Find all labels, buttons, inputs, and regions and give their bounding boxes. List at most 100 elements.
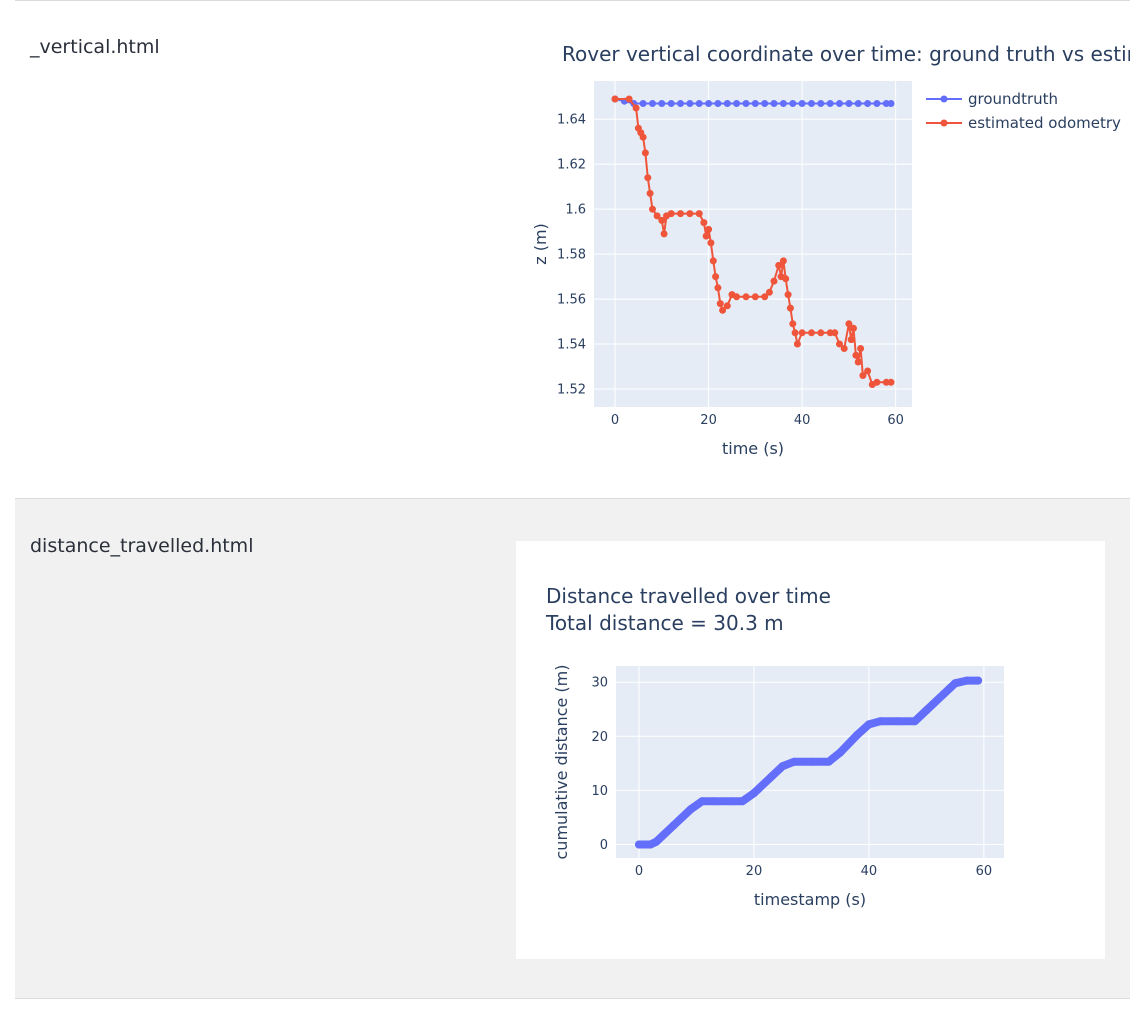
- data-point: [646, 189, 654, 197]
- data-point: [660, 230, 668, 238]
- x-tick-label: 0: [611, 413, 619, 428]
- data-point: [854, 100, 862, 107]
- data-point: [761, 100, 769, 107]
- row-distance: distance_travelled.html Distance travell…: [15, 498, 1130, 999]
- data-point: [686, 100, 694, 107]
- data-point: [779, 257, 787, 265]
- data-point: [707, 239, 715, 247]
- data-point: [677, 100, 684, 107]
- y-tick-label: 1.58: [557, 248, 586, 263]
- series-0: [611, 95, 895, 107]
- x-tick-label: 0: [635, 864, 643, 879]
- chart-subtitle: Total distance = 30.3 m: [545, 611, 784, 635]
- data-point: [817, 329, 825, 337]
- vertical-chart-container: Rover vertical coordinate over time: gro…: [516, 11, 1130, 481]
- y-tick-label: 0: [600, 838, 608, 853]
- data-point: [698, 797, 707, 806]
- x-tick-label: 20: [746, 864, 763, 879]
- distance-chart[interactable]: Distance travelled over time Total distan…: [516, 541, 1105, 959]
- data-point: [635, 840, 643, 849]
- data-point: [939, 690, 948, 699]
- legend-label: groundtruth: [968, 90, 1058, 108]
- data-point: [770, 277, 778, 285]
- data-point: [639, 100, 647, 107]
- data-point: [625, 95, 633, 103]
- data-point: [845, 100, 853, 107]
- data-point: [779, 100, 787, 107]
- x-tick-label: 40: [861, 864, 878, 879]
- data-point: [686, 805, 695, 814]
- vertical-chart[interactable]: Rover vertical coordinate over time: gro…: [516, 11, 1130, 481]
- data-point: [652, 837, 661, 846]
- data-point: [723, 100, 731, 107]
- data-point: [831, 329, 839, 337]
- series-1: [611, 95, 895, 388]
- data-point: [667, 100, 675, 107]
- data-point: [826, 100, 834, 107]
- data-point: [887, 100, 895, 107]
- y-tick-label: 1.6: [565, 203, 586, 218]
- data-point: [765, 288, 773, 296]
- data-point: [686, 210, 694, 218]
- data-point: [702, 232, 710, 240]
- row-vertical: _vertical.html Rover vertical coordinate…: [15, 0, 1130, 499]
- data-point: [836, 748, 845, 757]
- legend: groundtruth estimated odometry: [926, 90, 1121, 132]
- data-point: [859, 372, 867, 379]
- data-point: [719, 306, 727, 314]
- data-point: [782, 275, 790, 283]
- data-point: [705, 225, 713, 233]
- data-point: [791, 329, 799, 337]
- data-point: [836, 100, 843, 107]
- data-point: [864, 720, 873, 729]
- y-tick-label: 1.62: [557, 158, 586, 173]
- distance-chart-container: Distance travelled over time Total distan…: [516, 541, 1105, 959]
- x-tick-label: 20: [700, 413, 717, 428]
- data-point: [767, 772, 776, 781]
- legend-label: estimated odometry: [968, 114, 1121, 132]
- data-point: [817, 100, 825, 107]
- data-point: [873, 378, 881, 386]
- data-point: [910, 717, 919, 726]
- data-point: [742, 293, 750, 301]
- data-point: [852, 351, 860, 359]
- data-point: [893, 717, 902, 726]
- data-point: [962, 676, 971, 685]
- x-axis-title: time (s): [722, 439, 784, 458]
- y-axis-title: z (m): [531, 223, 550, 265]
- x-tick-label: 40: [794, 413, 811, 428]
- data-point: [845, 320, 853, 328]
- data-point: [840, 345, 848, 352]
- x-axis-title: timestamp (s): [754, 890, 866, 909]
- data-point: [738, 797, 747, 806]
- data-point: [876, 717, 885, 726]
- file-label-vertical: _vertical.html: [30, 36, 160, 58]
- data-point: [700, 219, 708, 227]
- data-point: [789, 100, 797, 107]
- data-point: [667, 210, 675, 218]
- data-point: [770, 100, 778, 107]
- data-point: [778, 762, 787, 771]
- data-point: [677, 210, 684, 218]
- data-point: [789, 320, 797, 328]
- data-point: [695, 100, 703, 107]
- file-label-distance: distance_travelled.html: [30, 535, 254, 557]
- data-point: [853, 730, 862, 739]
- data-point: [850, 324, 857, 332]
- data-point: [611, 95, 619, 103]
- data-point: [716, 300, 724, 308]
- data-point: [857, 345, 865, 352]
- data-point: [873, 100, 881, 107]
- data-point: [775, 261, 783, 269]
- data-point: [836, 340, 843, 348]
- y-tick-label: 20: [591, 730, 608, 745]
- data-point: [705, 100, 713, 107]
- data-point: [808, 100, 815, 107]
- y-tick-label: 30: [591, 676, 608, 691]
- data-point: [847, 336, 855, 344]
- y-tick-label: 1.54: [557, 338, 586, 353]
- data-point: [709, 257, 717, 265]
- data-point: [641, 149, 649, 157]
- y-tick-label: 1.52: [557, 383, 586, 398]
- data-point: [854, 358, 862, 366]
